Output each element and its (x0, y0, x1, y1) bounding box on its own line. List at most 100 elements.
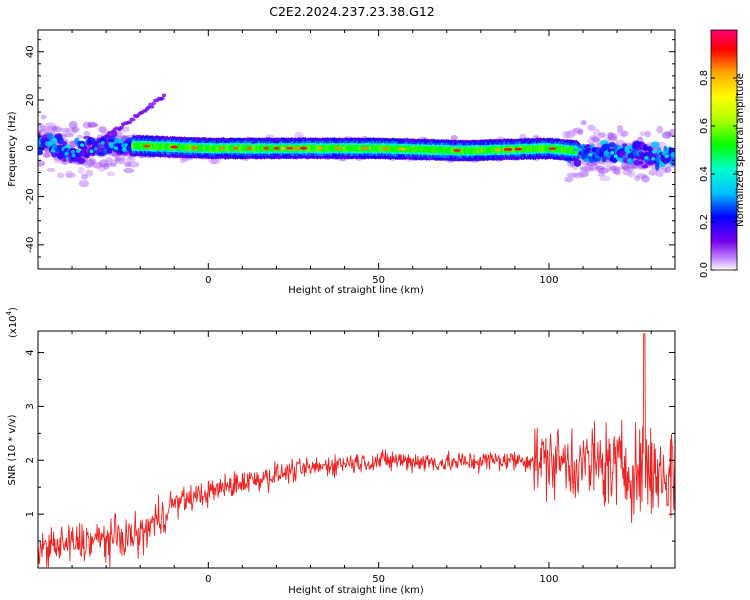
heatmap-cell (125, 156, 136, 163)
heatmap-cell (578, 147, 583, 152)
heatmap-cell (638, 160, 644, 165)
heatmap-cell (572, 128, 582, 133)
spectrogram-axes: 0 50 100 -40 -20 0 20 40 (25, 30, 675, 286)
spectrogram-y-tick-label: -40 (25, 237, 36, 253)
heatmap-cell (620, 130, 628, 137)
heatmap-cell (57, 136, 64, 145)
heatmap-cell (627, 158, 632, 162)
heatmap-cell (60, 127, 70, 133)
spectrogram-panel: 0 50 100 -40 -20 0 20 40 Height of straight lin… (7, 29, 676, 296)
heatmap-cell (597, 167, 610, 174)
heatmap-cell (656, 125, 664, 134)
heatmap-cell (39, 129, 50, 134)
heatmap-cell (620, 162, 629, 170)
heatmap-peak (548, 147, 557, 151)
heatmap-cell (106, 171, 116, 177)
heatmap-cell (622, 169, 633, 176)
heatmap-cell (651, 157, 656, 161)
heatmap-cell (578, 170, 589, 178)
heatmap-cell (108, 142, 113, 146)
heatmap-cell (123, 167, 135, 174)
snr-x-label: Height of straight line (km) (288, 585, 424, 596)
heatmap-peak (334, 146, 341, 150)
colorbar-tick-label: 0.6 (699, 118, 710, 134)
heatmap-cell (636, 173, 648, 179)
heatmap-cell (615, 139, 625, 145)
heatmap-cell (66, 144, 71, 148)
snr-y-tick-label: 2 (25, 457, 36, 463)
spectrogram-x-tick-label: 0 (205, 275, 211, 286)
heatmap-cell (84, 163, 93, 169)
heatmap-cell (71, 153, 76, 158)
spectrogram-y-tick-label: 40 (25, 45, 36, 58)
heatmap-cell (86, 159, 95, 168)
colorbar-tick-label: 0.0 (699, 262, 710, 278)
heatmap-cell (616, 157, 621, 161)
heatmap-cell (519, 133, 527, 140)
heatmap-cell (85, 169, 94, 177)
heatmap-cell (89, 149, 94, 154)
heatmap-peak (143, 144, 151, 148)
heatmap-cell (585, 161, 598, 167)
heatmap-cell (71, 126, 80, 133)
heatmap-cell (608, 166, 621, 171)
heatmap-cell (587, 124, 596, 131)
heatmap-cell (131, 117, 136, 122)
heatmap-cell (93, 147, 98, 151)
heatmap-cell (648, 170, 658, 176)
heatmap-cell (610, 150, 615, 155)
heatmap-peak (494, 148, 502, 152)
spectrogram-x-tick-label: 100 (539, 275, 558, 286)
heatmap-cell (591, 136, 601, 143)
heatmap-cell (670, 151, 675, 158)
heatmap-cell (115, 153, 126, 162)
heatmap-peak (232, 146, 239, 150)
heatmap-cell (664, 131, 672, 138)
heatmap-cell (88, 123, 99, 128)
snr-x-tick-label: 50 (372, 574, 385, 585)
heatmap-cell (91, 141, 100, 147)
colorbar-tick-label: 0.2 (699, 214, 710, 230)
heatmap-cell (68, 120, 78, 129)
heatmap-cell (589, 135, 597, 140)
heatmap-cell (668, 128, 675, 137)
heatmap-cell (42, 152, 51, 159)
heatmap-cell (110, 160, 118, 166)
heatmap-cell (607, 132, 618, 141)
heatmap-cell (571, 127, 584, 134)
heatmap-peak (219, 146, 225, 150)
heatmap-cell (119, 135, 128, 141)
heatmap-cell (127, 120, 133, 125)
heatmap-cell (39, 125, 47, 132)
heatmap-cell (56, 172, 65, 179)
heatmap-cell (151, 101, 157, 106)
spectrogram-y-tick-label: -20 (25, 188, 36, 204)
heatmap-cell (572, 172, 584, 179)
heatmap-cell (38, 160, 46, 167)
heatmap-cell (105, 133, 111, 138)
heatmap-cell (606, 132, 615, 139)
heatmap-cell (612, 168, 620, 175)
heatmap-cell (105, 162, 117, 168)
heatmap-peak (263, 146, 270, 150)
heatmap-cell (64, 151, 69, 156)
heatmap-cell (595, 165, 605, 170)
spectrogram-y-tick-label: 20 (25, 94, 36, 107)
heatmap-cell (46, 133, 54, 141)
heatmap-cell (44, 122, 57, 130)
heatmap-peak (246, 146, 253, 150)
snr-y-label: SNR (10 * v/v) (7, 414, 18, 485)
heatmap-peak (273, 146, 280, 150)
heatmap-peak (382, 147, 389, 150)
heatmap-cell (644, 156, 649, 160)
heatmap-cell (638, 131, 646, 137)
heatmap-peak (398, 147, 407, 151)
heatmap-cell (48, 141, 53, 146)
heatmap-cell (51, 126, 62, 133)
heatmap-cell (598, 132, 607, 138)
heatmap-cell (52, 137, 57, 142)
heatmap-cell (127, 161, 140, 168)
heatmap-peak (286, 146, 295, 150)
